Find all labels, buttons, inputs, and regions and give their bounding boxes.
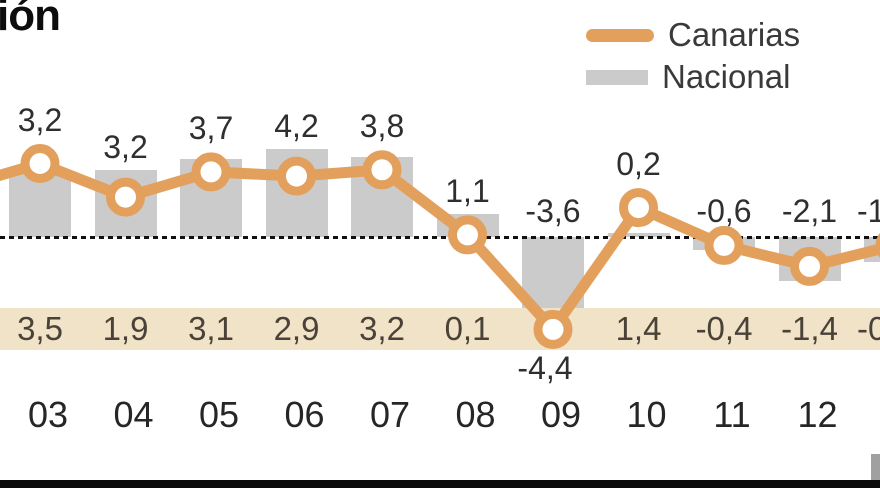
nacional-bar-10 bbox=[607, 232, 670, 237]
canarias-value-label-08: 0,1 bbox=[444, 310, 491, 347]
canarias-value-label-10: 1,4 bbox=[615, 310, 662, 347]
nacional-value-label-03: 3,2 bbox=[17, 101, 63, 138]
year-tick-04: 04 bbox=[113, 394, 154, 435]
year-tick-06: 06 bbox=[284, 394, 325, 435]
year-tick-12: 12 bbox=[797, 394, 838, 435]
canarias-line-swatch-icon bbox=[586, 28, 654, 42]
nacional-value-label-partial-right: -1 bbox=[857, 193, 880, 229]
bottom-rule bbox=[0, 480, 880, 488]
canarias-marker-03 bbox=[20, 144, 60, 183]
year-tick-09: 09 bbox=[540, 394, 582, 435]
chart-title-partial: ión bbox=[0, 0, 61, 40]
year-tick-10: 10 bbox=[626, 394, 667, 435]
zero-baseline-dashed bbox=[0, 236, 880, 239]
edge-partial-mark bbox=[871, 454, 880, 480]
canarias-marker-10 bbox=[619, 188, 658, 228]
nacional-value-label-11: -0,6 bbox=[696, 193, 752, 229]
canarias-value-label-05: 3,1 bbox=[188, 310, 234, 347]
legend-item-nacional: Nacional bbox=[586, 60, 800, 94]
canarias-marker-08 bbox=[448, 215, 487, 255]
canarias-marker-11 bbox=[704, 225, 744, 265]
year-tick-08: 08 bbox=[455, 394, 496, 435]
year-tick-03: 03 bbox=[27, 394, 69, 435]
canarias-value-band bbox=[0, 308, 880, 350]
canarias-marker-06 bbox=[277, 156, 316, 196]
nacional-value-label-09: -3,6 bbox=[525, 193, 581, 229]
canarias-marker-07 bbox=[362, 150, 402, 190]
year-tick-11: 11 bbox=[713, 394, 751, 435]
nacional-bar-swatch-icon bbox=[586, 69, 648, 85]
canarias-value-label-09: -4,4 bbox=[517, 350, 573, 386]
year-tick-07: 07 bbox=[369, 394, 411, 435]
legend-item-canarias: Canarias bbox=[586, 18, 800, 52]
legend-label-nacional: Nacional bbox=[662, 58, 791, 95]
canarias-value-label-11: -0,4 bbox=[695, 310, 753, 347]
nacional-value-label-10: 0,2 bbox=[616, 145, 661, 182]
canarias-marker-09 bbox=[533, 309, 573, 349]
canarias-value-label-04: 1,9 bbox=[102, 310, 149, 347]
canarias-value-label-partial-right: -0 bbox=[857, 310, 880, 347]
canarias-value-label-07: 3,2 bbox=[359, 310, 405, 347]
nacional-value-label-08: 1,1 bbox=[445, 172, 490, 209]
nacional-value-label-06: 4,2 bbox=[274, 107, 319, 144]
legend: Canarias Nacional bbox=[586, 18, 800, 94]
canarias-marker-04 bbox=[106, 177, 145, 217]
canarias-value-label-12: -1,4 bbox=[781, 310, 838, 347]
nacional-value-label-12: -2,1 bbox=[781, 193, 838, 229]
nacional-value-label-05: 3,7 bbox=[188, 109, 234, 146]
canarias-marker-12 bbox=[790, 246, 829, 286]
nacional-value-label-04: 3,2 bbox=[103, 128, 148, 165]
canarias-value-label-03: 3,5 bbox=[17, 310, 63, 347]
canarias-value-label-06: 2,9 bbox=[273, 310, 320, 347]
nacional-value-label-07: 3,8 bbox=[359, 107, 405, 144]
canarias-marker-05 bbox=[191, 152, 231, 192]
legend-label-canarias: Canarias bbox=[668, 16, 801, 53]
year-tick-05: 05 bbox=[198, 394, 240, 435]
